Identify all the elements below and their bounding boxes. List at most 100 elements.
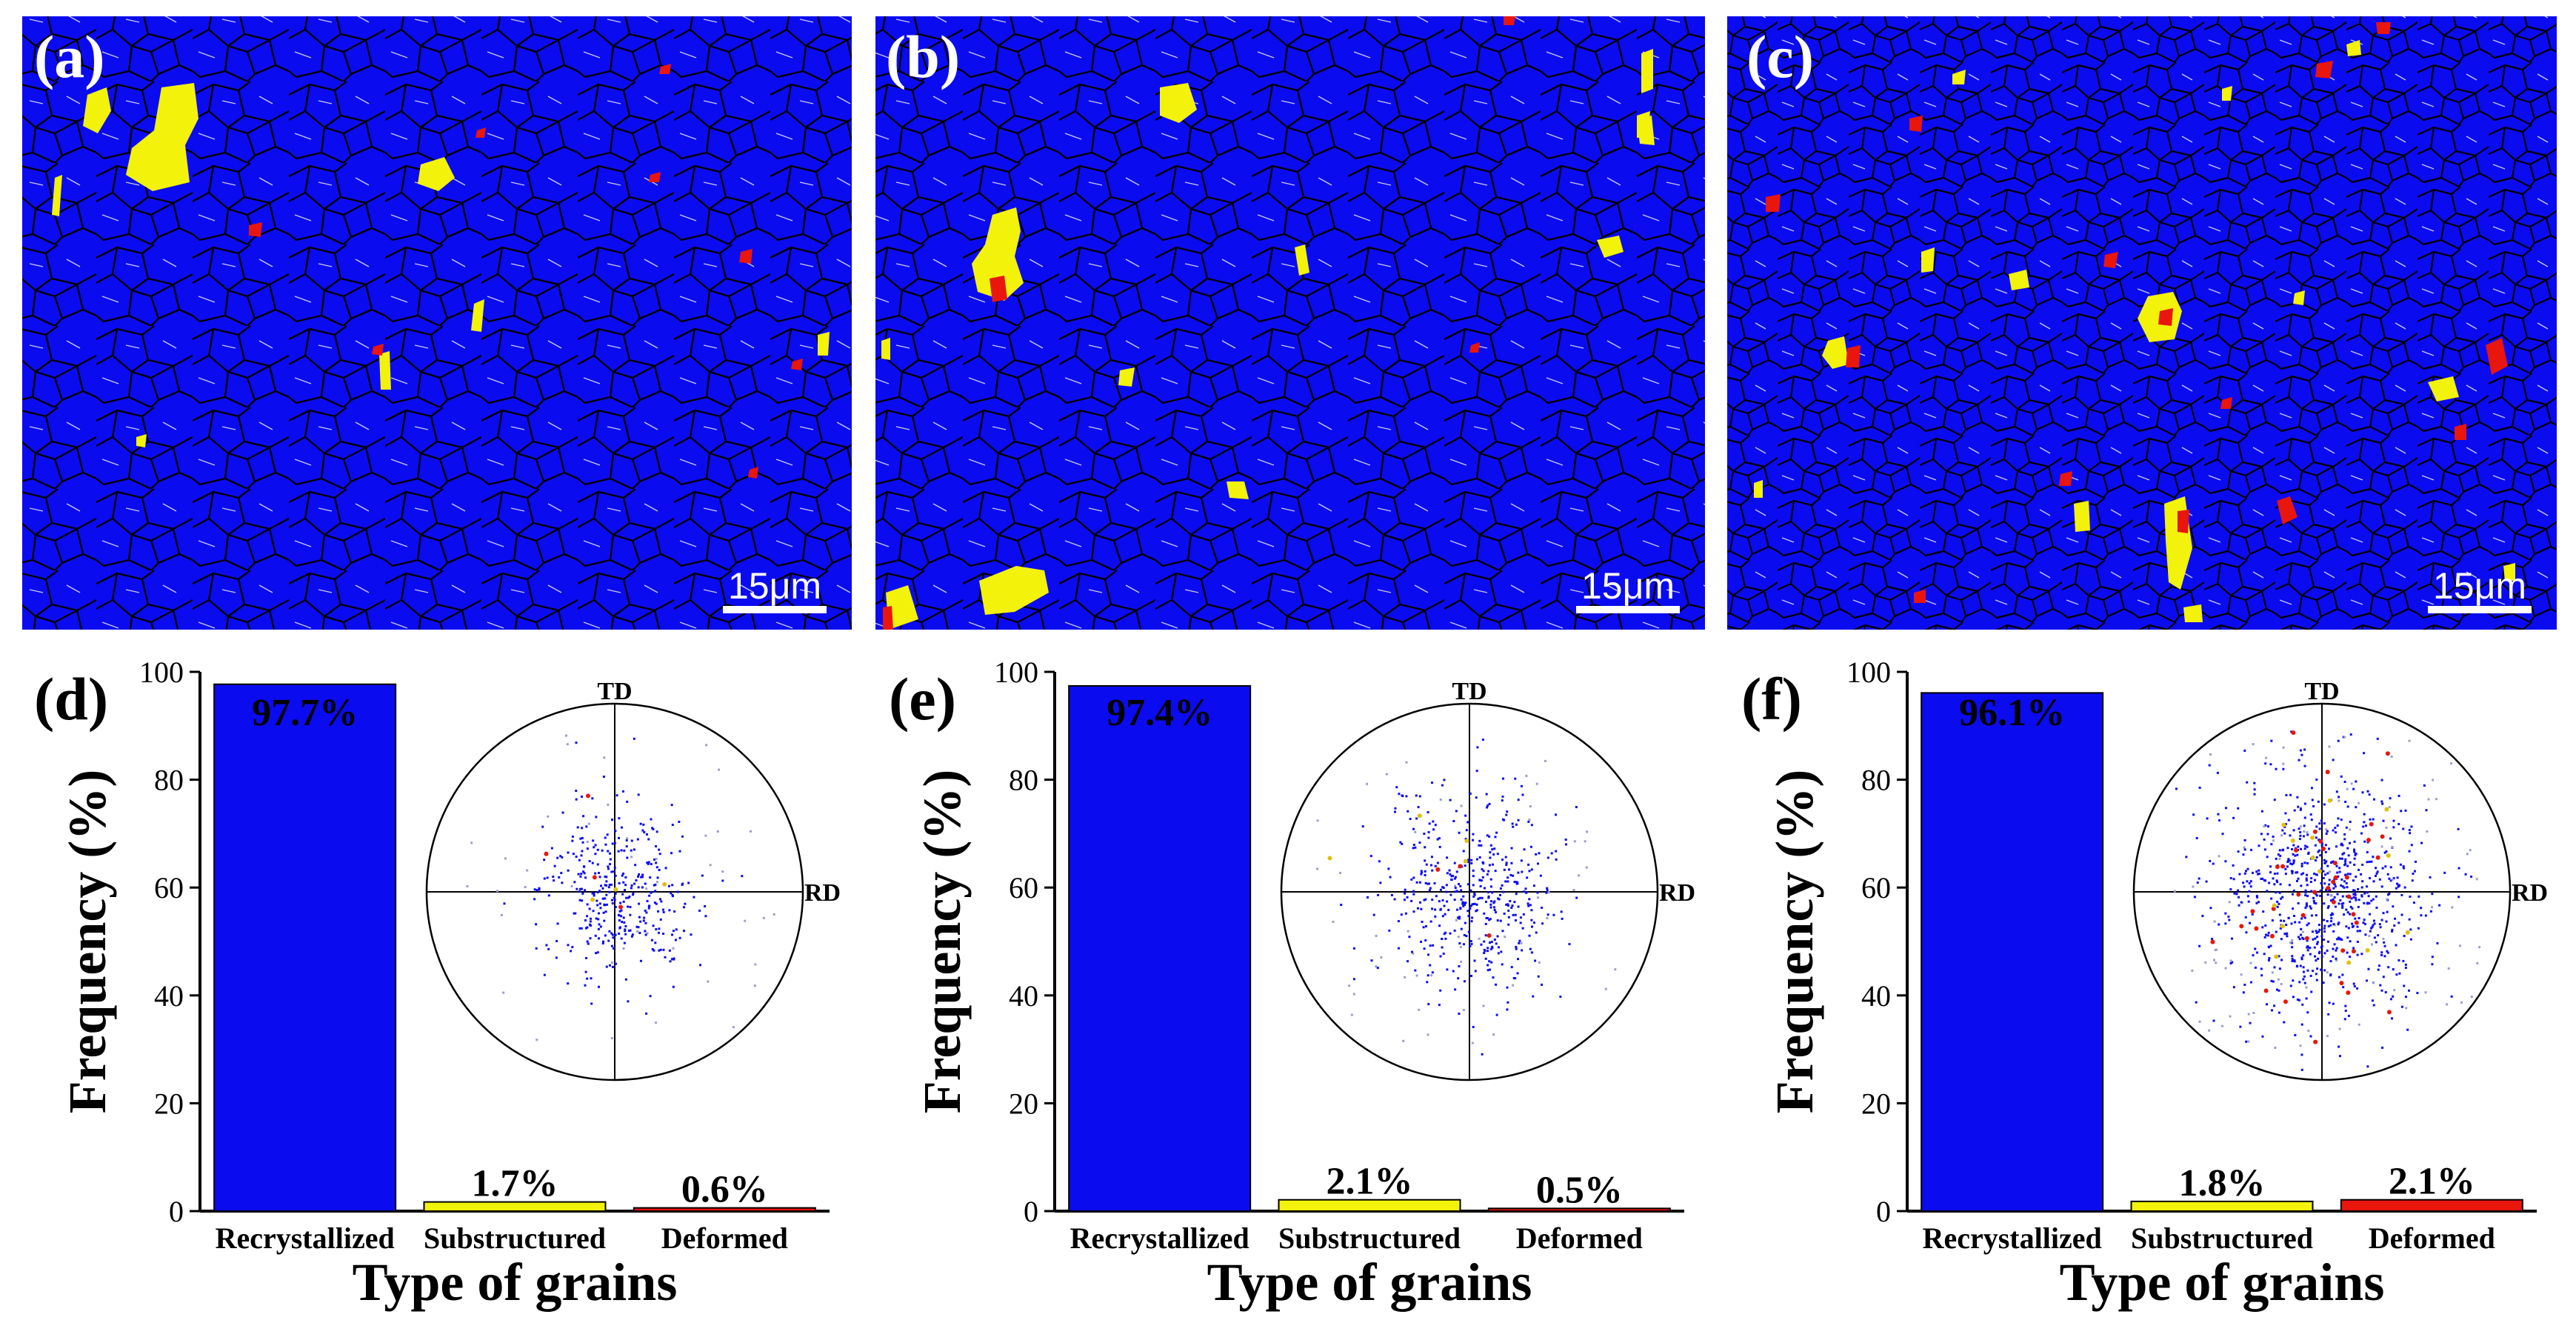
pole-figure-point: [2283, 919, 2286, 922]
pole-figure-point: [2450, 995, 2453, 998]
pole-figure-point: [646, 861, 649, 864]
pole-figure-point: [2326, 920, 2329, 923]
pole-figure-point: [594, 853, 597, 856]
pole-figure-point: [681, 835, 684, 838]
pole-figure-point: [599, 907, 602, 910]
pole-figure-point: [2255, 870, 2258, 873]
y-tick-label: 80: [1861, 764, 1891, 797]
pole-figure-point: [588, 907, 591, 910]
pole-figure-point: [2352, 896, 2355, 899]
pole-figure-point: [636, 838, 639, 841]
pole-figure-point: [622, 900, 625, 903]
pole-figure-point: [1412, 890, 1415, 893]
pole-figure-point: [682, 906, 685, 909]
pole-figure-point: [1429, 944, 1432, 947]
pole-figure-point: [629, 913, 632, 916]
pole-figure-point: [2323, 859, 2326, 861]
pole-figure-point: [597, 912, 600, 915]
pole-figure-point: [2335, 831, 2338, 834]
pole-figure-point: [1441, 915, 1444, 918]
pole-figure-point: [1465, 829, 1468, 832]
pole-figure-point: [2351, 907, 2354, 910]
pole-figure-point: [2300, 917, 2303, 920]
pole-figure-point: [2325, 888, 2328, 891]
pole-figure-point: [1585, 866, 1588, 869]
pole-figure-point: [613, 870, 615, 873]
pole-figure-point: [2408, 918, 2411, 921]
pole-figure-point: [660, 900, 663, 903]
pole-figure-point: [2286, 935, 2289, 938]
y-tick-label: 20: [1861, 1087, 1891, 1120]
pole-figure-point: [1578, 874, 1581, 877]
pole-figure-point: [1499, 919, 1502, 922]
pole-figure-point: [2360, 873, 2363, 876]
pole-figure-point: [2310, 877, 2313, 880]
pole-figure-point: [2272, 980, 2275, 983]
pole-figure-point: [2306, 949, 2309, 952]
pole-figure-point: [2431, 906, 2434, 909]
pole-figure-point: [2431, 956, 2434, 959]
pole-figure-point: [1496, 919, 1499, 922]
pole-figure-point: [1489, 903, 1492, 906]
pole-figure-point: [1496, 935, 1499, 938]
pole-figure-point: [1477, 897, 1480, 900]
pole-figure-point: [2298, 759, 2300, 761]
pole-figure-point: [1372, 913, 1375, 916]
pole-figure-point: [571, 839, 574, 842]
pole-figure-point: [2356, 930, 2359, 933]
pole-figure-point: [2237, 807, 2240, 810]
pole-figure-point: [2275, 988, 2278, 991]
pole-figure-point: [1497, 897, 1500, 900]
pole-figure-point: [593, 892, 595, 895]
pole-figure-point: [566, 743, 569, 746]
pole-figure-point: [1512, 984, 1515, 987]
pole-figure-point: [1421, 920, 1424, 923]
grain-map-a: (a) 15μm: [22, 16, 852, 630]
pole-figure-point: [2403, 886, 2406, 889]
pole-figure-point: [707, 980, 710, 983]
pole-figure-point: [625, 839, 628, 841]
pole-figure-point: [1489, 906, 1492, 909]
pole-figure-point: [1536, 891, 1539, 894]
pole-figure-point: [1469, 939, 1472, 942]
pole-figure-point: [1418, 795, 1421, 798]
pole-figure-point: [1527, 820, 1530, 823]
pole-figure-point: [1427, 836, 1430, 839]
pole-figure-point: [650, 891, 653, 894]
pole-figure-point: [2291, 863, 2294, 866]
pole-figure-point: [2435, 798, 2437, 801]
pole-figure-point: [2264, 924, 2267, 927]
pole-figure-point: [2201, 914, 2204, 917]
pole-figure-point: [1380, 956, 1383, 959]
pole-figure-point: [2285, 933, 2288, 936]
pole-figure-point: [1408, 936, 1411, 939]
deformed-grain: [791, 359, 803, 370]
pole-figure-point: [535, 947, 538, 950]
pole-figure-point: [2279, 883, 2282, 886]
pole-figure-point: [1423, 947, 1426, 950]
pole-figure-point: [2205, 880, 2208, 883]
pole-figure-point: [2356, 953, 2359, 956]
deformed-grain: [2376, 22, 2391, 34]
pole-figure-point: [1490, 900, 1493, 903]
pole-figure-point: [2291, 946, 2294, 949]
pole-figure-point: [2256, 873, 2259, 876]
pole-figure-point: [2318, 839, 2323, 844]
pole-figure-point: [1475, 910, 1478, 913]
pole-figure-point: [553, 864, 556, 867]
pole-figure-point: [2302, 966, 2305, 969]
pole-figure-point: [1449, 873, 1452, 876]
pole-figure-point: [2276, 900, 2279, 903]
pole-figure-point: [1427, 1033, 1429, 1036]
pole-figure-point: [2302, 835, 2305, 838]
pole-figure-point: [2314, 859, 2317, 862]
pole-figure-point: [2289, 834, 2292, 837]
pole-figure-point: [2282, 746, 2285, 749]
pole-figure-point: [1512, 913, 1515, 916]
pole-figure-point: [2296, 853, 2299, 856]
pole-figure-point: [2298, 938, 2301, 941]
pole-figure-point: [2247, 900, 2250, 903]
substructured-grain: [1952, 70, 1966, 84]
pole-figure-point: [2192, 885, 2195, 888]
pole-figure-point: [2346, 864, 2349, 867]
